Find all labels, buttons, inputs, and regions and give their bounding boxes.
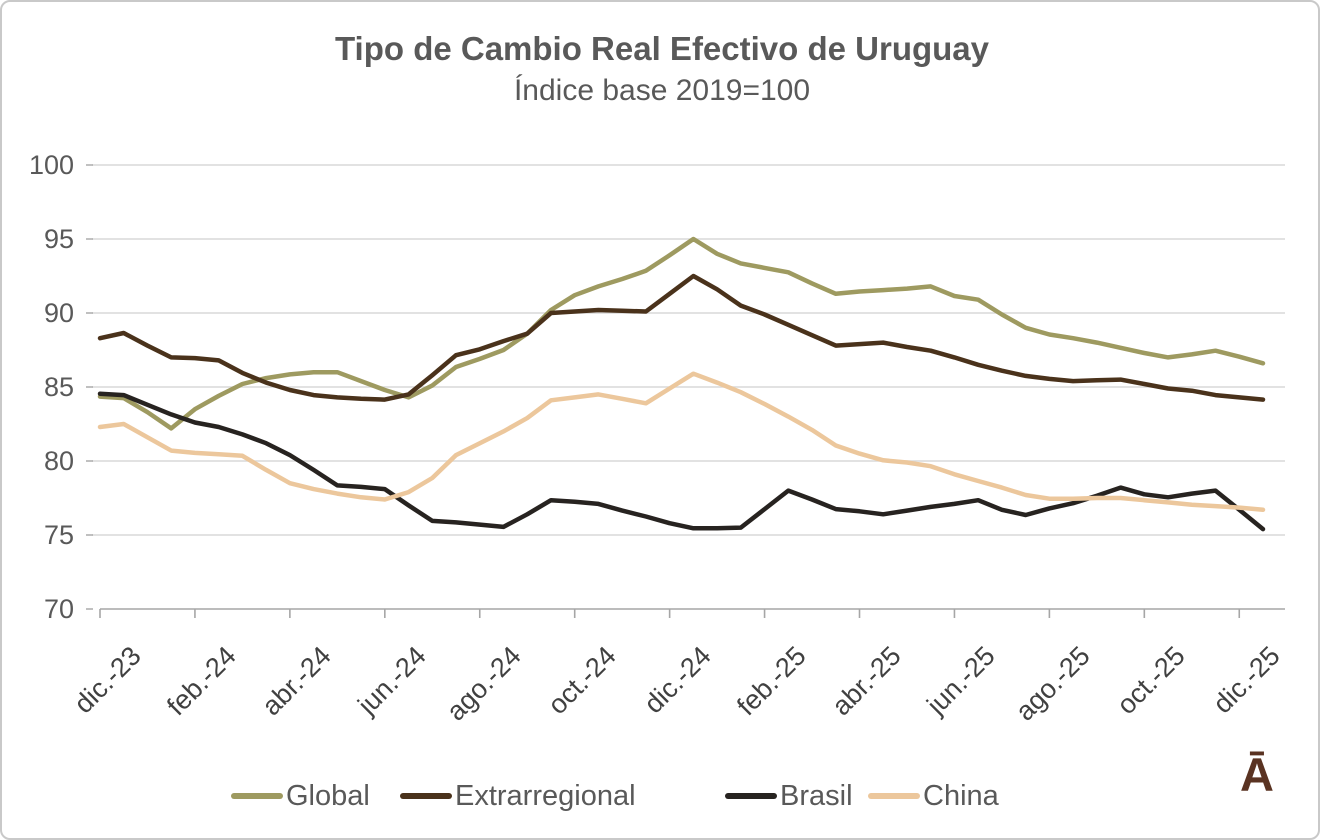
legend-item-global: Global (231, 780, 370, 812)
y-axis-label: 90 (43, 298, 74, 328)
legend-swatch-brasil (725, 793, 777, 799)
legend-swatch-global (231, 793, 283, 799)
y-axis-label: 100 (28, 150, 74, 180)
brand-logo: Ā (1240, 748, 1274, 801)
legend-label: Extrarregional (455, 780, 636, 812)
legend-item-china: China (868, 780, 999, 812)
chart-title: Tipo de Cambio Real Efectivo de Uruguay (334, 30, 990, 67)
legend-label: Brasil (780, 780, 853, 812)
legend-swatch-china (868, 793, 920, 799)
y-axis-label: 80 (43, 446, 74, 476)
chart-subtitle: Índice base 2019=100 (513, 74, 811, 107)
series-line-global (97, 236, 1266, 431)
legend-item-brasil: Brasil (725, 780, 853, 812)
legend-item-extrarregional: Extrarregional (400, 780, 636, 812)
y-axis-label: 95 (43, 224, 74, 254)
legend-label: Global (286, 780, 370, 812)
legend-swatch-extrarregional (400, 793, 452, 799)
series-line-extrarregional (97, 273, 1266, 402)
y-axis-label: 85 (43, 372, 74, 402)
series-line-china (97, 371, 1266, 513)
y-axis-label: 70 (43, 594, 74, 624)
legend-label: China (923, 780, 999, 812)
y-axis-label: 75 (43, 520, 74, 550)
series-line-brasil (97, 391, 1266, 532)
